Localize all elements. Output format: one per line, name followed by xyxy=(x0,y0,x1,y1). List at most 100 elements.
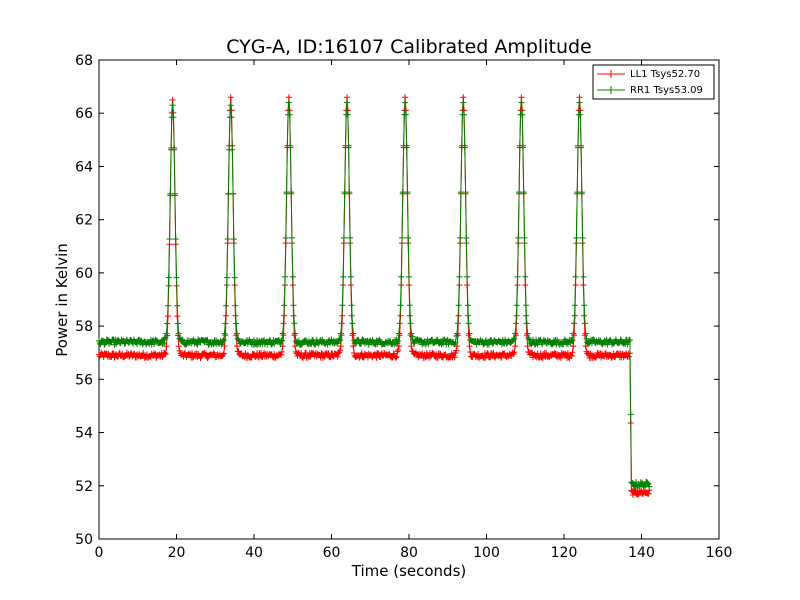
series-1-point-470 xyxy=(460,99,467,106)
series-1-point-555 xyxy=(526,336,533,343)
series-0-point-235 xyxy=(278,351,285,358)
series-1-point-241 xyxy=(282,234,289,241)
series-1-point-682 xyxy=(624,341,631,348)
series-0-point-709 xyxy=(645,490,652,497)
series-0-point-537 xyxy=(512,343,519,350)
series-1-point-170 xyxy=(227,102,234,109)
series-1-point-324 xyxy=(347,234,354,241)
chart-title: CYG-A, ID:16107 Calibrated Amplitude xyxy=(226,36,591,58)
series-0-point-86 xyxy=(162,351,169,358)
series-0-point-553 xyxy=(524,343,531,350)
series-0-point-311 xyxy=(337,347,344,354)
series-1-point-475 xyxy=(464,273,471,280)
series-1-point-96 xyxy=(170,114,177,121)
series-0-point-138 xyxy=(202,350,209,357)
x-tick-label-0: 0 xyxy=(95,545,104,561)
series-1-point-620 xyxy=(576,99,583,106)
series-1-point-554 xyxy=(525,335,532,342)
x-tick-label-6: 120 xyxy=(551,545,578,561)
y-tick-label-4: 58 xyxy=(75,319,93,335)
series-1-point-103 xyxy=(175,330,182,337)
series-0-point-339 xyxy=(358,350,365,357)
series-0-point-320 xyxy=(344,94,350,101)
series-1-point-477 xyxy=(465,320,472,327)
series-1-point-476 xyxy=(464,302,471,309)
series-0-point-308 xyxy=(334,353,341,360)
series-1-point-246 xyxy=(286,111,293,118)
series-0-point-162 xyxy=(221,343,228,350)
series-0-point-329 xyxy=(350,350,357,357)
series-1-point-402 xyxy=(407,320,414,327)
y-tick-label-2: 54 xyxy=(75,426,93,442)
series-0-point-358 xyxy=(373,354,380,361)
series-0-point-16 xyxy=(108,353,115,360)
series-0-point-395 xyxy=(402,94,409,101)
series-0-point-479 xyxy=(467,349,474,356)
series-1-point-240 xyxy=(282,273,288,280)
series-1-point-537 xyxy=(512,330,519,337)
series-1-point-388 xyxy=(396,320,403,327)
series-0-point-545 xyxy=(518,94,525,101)
series-1-point-49 xyxy=(133,341,140,348)
series-0-point-384 xyxy=(393,354,400,361)
series-1-point-611 xyxy=(569,337,576,344)
series-1-point-553 xyxy=(524,330,531,337)
series-1-point-473 xyxy=(462,189,469,196)
series-1-point-316 xyxy=(340,234,347,241)
series-0-point-478 xyxy=(466,343,473,350)
legend: LL1 Tsys52.70 RR1 Tsys53.09 xyxy=(592,64,715,100)
series-1-point-626 xyxy=(581,302,588,309)
series-0-point-536 xyxy=(511,349,518,356)
y-tick-label-1: 52 xyxy=(75,479,93,495)
series-1-point-326 xyxy=(348,302,355,309)
series-1-point-313 xyxy=(338,320,345,327)
series-1-point-538 xyxy=(512,320,519,327)
y-axis-label: Power in Kelvin xyxy=(53,243,71,357)
series-1-point-686 xyxy=(627,411,634,418)
series-1-point-549 xyxy=(521,234,528,241)
series-0-point-298 xyxy=(326,354,333,361)
series-1-point-398 xyxy=(404,189,411,196)
series-1-point-321 xyxy=(344,111,351,118)
series-1-point-397 xyxy=(403,144,410,151)
series-1-point-546 xyxy=(519,111,526,118)
series-1-point-89 xyxy=(164,302,171,309)
series-1-point-171 xyxy=(228,114,235,121)
series-1-point-389 xyxy=(397,302,404,309)
series-0-point-504 xyxy=(486,354,493,361)
series-1-point-88 xyxy=(164,320,171,327)
series-1-point-127 xyxy=(194,341,201,348)
series-1-point-708 xyxy=(644,480,651,487)
series-1-point-629 xyxy=(583,335,590,342)
series-1-point-539 xyxy=(513,302,520,309)
series-0-point-610 xyxy=(568,353,575,360)
series-1-point-178 xyxy=(233,330,240,337)
series-1-point-353 xyxy=(369,336,376,343)
series-1-point-139 xyxy=(203,337,210,344)
series-1-point-251 xyxy=(290,302,297,309)
series-1-point-621 xyxy=(577,111,584,118)
series-0-point-440 xyxy=(437,350,443,357)
series-1-point-552 xyxy=(523,320,530,327)
series-1-point-391 xyxy=(399,234,406,241)
series-1-point-395 xyxy=(402,99,409,106)
series-0-point-95 xyxy=(169,96,176,103)
series-1 xyxy=(96,99,653,490)
series-0-point-611 xyxy=(569,349,576,356)
series-1-point-471 xyxy=(461,111,468,118)
series-1-point-322 xyxy=(345,144,352,151)
series-0 xyxy=(96,94,653,498)
series-1-point-462 xyxy=(454,330,461,337)
series-1-point-540 xyxy=(514,273,521,280)
series-1-point-164 xyxy=(223,302,230,309)
series-1-point-315 xyxy=(340,273,347,280)
series-0-point-403 xyxy=(408,343,415,350)
series-1-point-466 xyxy=(457,234,464,241)
series-0-point-519 xyxy=(498,354,505,361)
series-1-point-627 xyxy=(581,320,588,327)
series-1-point-400 xyxy=(406,273,412,280)
series-1-point-166 xyxy=(224,236,231,243)
x-tick-label-7: 140 xyxy=(628,545,655,561)
series-1-point-547 xyxy=(519,144,526,151)
